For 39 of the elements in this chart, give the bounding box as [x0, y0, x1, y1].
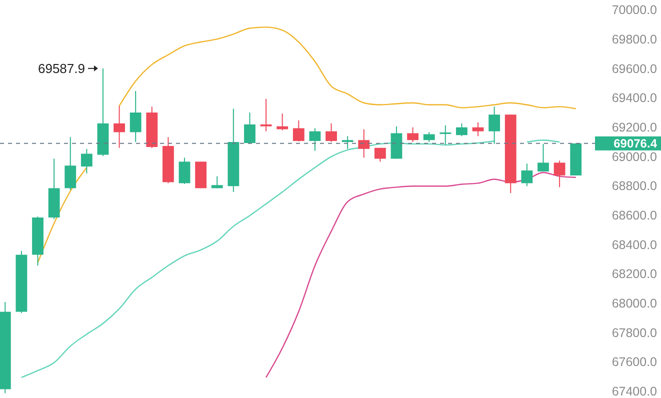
y-tick-label: 67800.0	[612, 326, 658, 340]
y-tick-label: 69400.0	[612, 91, 658, 106]
y-tick-label: 68000.0	[612, 296, 658, 310]
candlestick	[326, 122, 337, 143]
candlestick	[114, 105, 125, 148]
candlestick	[276, 113, 288, 131]
y-tick-label: 68600.0	[612, 208, 658, 222]
ref-line-label: 69076.4	[614, 136, 658, 150]
candlestick	[358, 128, 370, 158]
candlestick	[488, 106, 500, 144]
y-tick-label: 67600.0	[612, 355, 658, 370]
y-tick-label: 69600.0	[612, 62, 658, 76]
candlestick	[80, 148, 92, 174]
candlestick	[64, 136, 76, 190]
candlestick	[472, 122, 484, 137]
y-tick-label: 68200.0	[612, 267, 658, 282]
y-tick-label: 68400.0	[612, 238, 658, 252]
y-tick-label: 69200.0	[612, 120, 658, 134]
candlestick	[130, 90, 142, 143]
candlestick	[423, 132, 435, 143]
candlestick	[521, 163, 533, 187]
candlestick	[292, 120, 304, 142]
candlestick	[178, 157, 190, 184]
candlestick	[538, 143, 549, 172]
y-tick-label: 68800.0	[612, 179, 658, 194]
y-tick-label: 69000.0	[612, 150, 658, 164]
candlestick	[456, 122, 468, 137]
candlestick	[407, 126, 418, 143]
y-tick-label: 70000.0	[612, 3, 658, 18]
candlestick	[554, 160, 566, 188]
candlestick	[374, 147, 386, 162]
y-tick-label: 69800.0	[612, 32, 658, 47]
candlestick	[309, 128, 321, 152]
candlestick	[244, 112, 256, 144]
y-tick-label: 67400.0	[612, 384, 658, 398]
annotation: 69587.9	[38, 60, 85, 76]
candlestick	[342, 136, 354, 150]
candlestick	[260, 98, 272, 132]
candlestick	[440, 124, 452, 146]
